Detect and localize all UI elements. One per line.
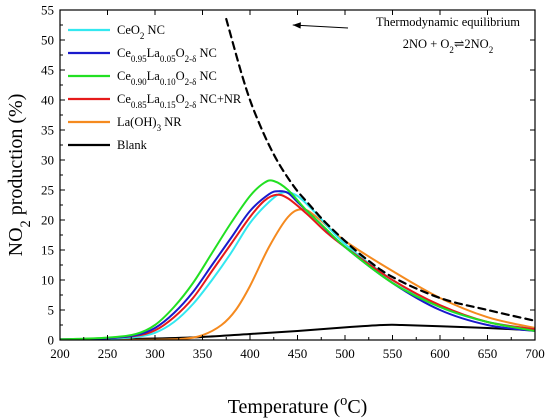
series-ce0-95la0-05o2-nc-line (60, 190, 535, 340)
x-tick-label: 450 (288, 346, 308, 361)
x-tick-label: 700 (525, 346, 545, 361)
y-tick-label: 55 (41, 3, 54, 18)
series-blank-line (60, 323, 535, 340)
legend-entry: CeO2 NC (68, 23, 165, 41)
series-ce0-90la0-10o2-nc-line (60, 179, 535, 340)
annotation-arrow-head (292, 22, 301, 29)
legend-entry: Blank (68, 138, 148, 152)
y-axis-title: NO2 production (%) (5, 94, 34, 257)
legend-label: CeO2 NC (117, 23, 165, 41)
annotation-arrow-line (292, 24, 349, 29)
x-tick-label: 500 (335, 346, 355, 361)
x-tick-label: 550 (383, 346, 403, 361)
series-ce0-85la0-15o2-nc-nr-line (60, 193, 535, 340)
y-tick-label: 50 (41, 33, 54, 48)
y-tick-label: 45 (41, 63, 54, 78)
x-tick-label: 200 (50, 346, 70, 361)
axis-labels: Temperature (oC) NO2 production (%) (5, 94, 367, 418)
x-tick-label: 400 (240, 346, 260, 361)
y-tick-label: 15 (41, 243, 54, 258)
legend: CeO2 NC Ce0.95La0.05O2-δ NC Ce0.90La0.10O2… (68, 23, 242, 152)
y-tick-label: 0 (48, 333, 55, 348)
annotation-title: Thermodynamic equilibrium (376, 15, 520, 29)
x-axis-title: Temperature (oC) (228, 393, 368, 418)
legend-label: Ce0.90La0.10O2-δ NC (117, 69, 217, 87)
legend-entry: Ce0.95La0.05O2-δ NC (68, 46, 217, 64)
y-tick-label: 10 (41, 273, 54, 288)
legend-label: Ce0.85La0.15O2-δ NC+NR (117, 92, 242, 110)
x-tick-label: 600 (430, 346, 450, 361)
thermodynamic-equilibrium-curve (225, 17, 535, 322)
legend-entry: La(OH)3 NR (68, 115, 182, 133)
y-tick-label: 30 (41, 153, 54, 168)
legend-label: Blank (117, 138, 148, 152)
legend-label: La(OH)3 NR (117, 115, 182, 133)
legend-entry: Ce0.90La0.10O2-δ NC (68, 69, 217, 87)
legend-label: Ce0.95La0.05O2-δ NC (117, 46, 217, 64)
equilibrium-annotation: Thermodynamic equilibrium 2NO + O2⇌2NO2 (292, 15, 520, 55)
x-tick-label: 650 (478, 346, 498, 361)
series-ceo2-nc-line (60, 191, 535, 340)
y-tick-label: 25 (41, 183, 54, 198)
y-tick-label: 5 (48, 303, 55, 318)
series-la-oh-3-nr-line (60, 208, 535, 340)
x-tick-label: 300 (145, 346, 165, 361)
y-tick-label: 35 (41, 123, 54, 138)
series-layer (60, 17, 535, 340)
legend-entry: Ce0.85La0.15O2-δ NC+NR (68, 92, 242, 110)
x-tick-label: 350 (193, 346, 213, 361)
axis-ticks: 200 250 300 350 400 450 500 550 600 650 700 0 5 10 15 2… (41, 3, 545, 362)
annotation-equation: 2NO + O2⇌2NO2 (403, 37, 493, 55)
y-tick-label: 20 (41, 213, 54, 228)
y-tick-label: 40 (41, 93, 54, 108)
x-tick-label: 250 (98, 346, 118, 361)
